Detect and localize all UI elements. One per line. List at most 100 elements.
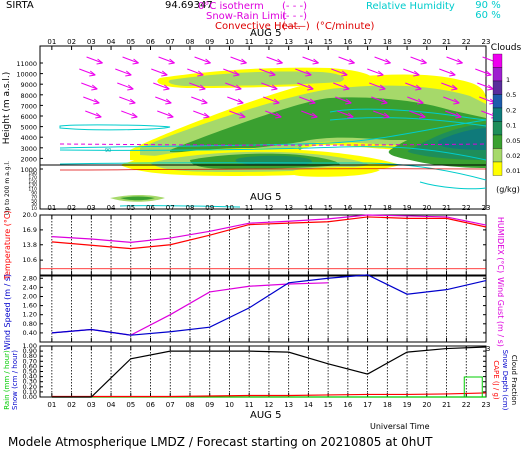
wind-arrow-shaft [153,82,170,90]
hour-tick-label: 16 [343,401,352,409]
wind-arrow-shaft [225,82,242,90]
wind-arrow [81,82,98,91]
cloud-ytick-upper: 10000 [16,71,37,79]
wind-arrow [227,96,244,105]
cloud-region [168,71,344,86]
hour-tick-label: 15 [324,204,333,212]
wind-arrow-head [307,84,314,91]
wind-arrow-shaft [79,68,96,76]
wind-arrow-head [240,58,247,65]
wind-arrow [223,68,240,77]
wind-arrow-shaft [446,56,463,64]
wind-arrow [295,68,312,77]
legend-snowrain-sample: (- - -) [282,11,307,22]
wind-arrow-head [89,70,96,77]
wind-arrow-shaft [479,96,496,104]
wind-arrow-shaft [403,68,420,76]
wind-arrow-head [305,70,312,77]
hour-tick-label: 15 [324,38,333,46]
y-tick-label: 1.20 [23,311,37,319]
hour-tick-label: 19 [403,38,412,46]
cloud-ylabel-upper: Height (m a.s.l.) [2,72,12,145]
y-tick-label: 0.40 [23,373,37,381]
wind-arrow-shaft [86,56,103,64]
wind-arrow-shaft [83,96,100,104]
humidex-line [51,214,487,243]
cloud-fraction-line [51,346,487,398]
cloud-ytick-upper: 1000 [20,166,37,174]
hour-tick-label: 21 [442,204,451,212]
y-tick-label: 0.60 [23,362,37,370]
wind-arrow-shaft [371,96,388,104]
wind-arrow-head [312,58,319,65]
contour-label: 0 [298,146,301,152]
hour-tick-label: 09 [205,38,214,46]
wind-arrow-head [275,112,282,119]
precip-ylabel-snowdepth: Snow Depth (cm) [501,350,509,411]
temp-ylabel-left: Temperature (°C) [3,210,12,280]
colorbar-tick-label: 0.2 [506,106,516,114]
hour-tick-label: 02 [67,401,76,409]
cloud-ytick-upper: 2000 [20,155,37,163]
y-tick-label: 0.80 [23,352,37,360]
legend-rh-label: Relative Humidity [366,1,455,12]
hour-tick-label: 03 [87,204,96,212]
temp-date-label: AUG 5 [250,192,281,203]
y-tick-label: 0.80 [23,320,37,328]
wind-arrow [403,68,420,77]
temperature-line [51,216,487,250]
wind-arrow [155,96,172,105]
hour-tick-label: 20 [422,401,431,409]
hour-tick-label: 22 [462,401,471,409]
colorbar-swatch [492,148,503,163]
wind-arrow-head [276,58,283,65]
wind-arrow-head [379,84,386,91]
y-tick-label: 20.0 [23,211,37,219]
wind-arrow-shaft [367,68,384,76]
hour-tick-label: 20 [422,38,431,46]
wind-arrow [229,110,246,119]
wind-arrow-head [96,58,103,65]
cloud-region [120,196,155,201]
colorbar-tick-label: 1 [506,76,510,84]
colorbar-swatch [492,80,503,95]
wind-arrow [259,68,276,77]
wind-ylabel-right: Wind Gust (m / s) [496,277,505,347]
hour-tick-label: 07 [166,204,175,212]
wind-arrow [158,56,175,65]
cloud-ytick-upper: 9000 [20,81,37,89]
hour-tick-label: 23 [482,38,491,46]
wind-speed-line [51,274,487,336]
wind-arrow [191,96,208,105]
hour-tick-label: 19 [403,204,412,212]
wind-arrow-shaft [338,56,355,64]
wind-arrow [301,110,318,119]
cloud-shapes: 90 0 [59,56,499,208]
rh-contour [119,205,241,208]
wind-arrow-head [341,70,348,77]
wind-arrow-shaft [301,110,318,118]
hour-tick-label: 08 [186,401,195,409]
wind-arrow-shaft [194,56,211,64]
panel-frame [39,275,487,343]
cloud-ytick-lower: 10 [31,206,37,212]
wind-arrow [477,82,494,91]
wind-arrow-shaft [475,68,492,76]
wind-arrow-head [455,112,462,119]
wind-arrow [475,68,492,77]
wind-arrow-head [449,70,456,77]
cloud-ytick-upper: 4000 [20,134,37,142]
wind-arrow-shaft [81,82,98,90]
wind-arrow-shaft [374,56,391,64]
y-tick-label: 16.9 [23,226,37,234]
header-legend: 0°C isotherm (- - -) Snow-Rain Limit (- … [198,0,501,32]
wind-arrow [445,110,462,119]
hour-tick-label: 23 [482,401,491,409]
wind-arrow [337,110,354,119]
wind-arrow-head [381,98,388,105]
wind-arrow-head [487,84,494,91]
wind-arrow [333,82,350,91]
cloud-grid [40,46,487,166]
cloud-ytick-upper: 6000 [20,113,37,121]
y-tick-label: 0.70 [23,357,37,365]
